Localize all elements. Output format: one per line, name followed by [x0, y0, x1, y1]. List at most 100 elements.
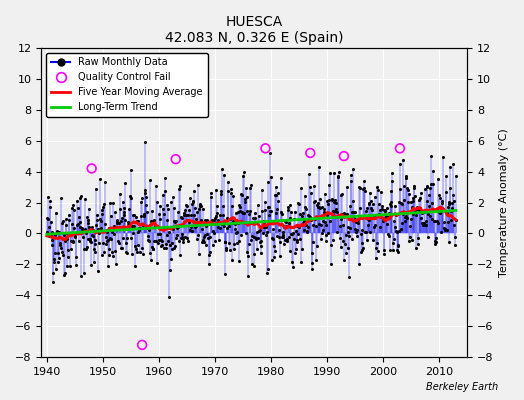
Point — [323, 212, 331, 218]
Point — [424, 211, 433, 218]
Point — [68, 202, 77, 208]
Point — [280, 224, 289, 230]
Point — [364, 200, 373, 207]
Point — [250, 251, 259, 258]
Point — [234, 209, 242, 216]
Point — [184, 206, 193, 213]
Point — [94, 240, 103, 246]
Point — [429, 181, 437, 187]
Point — [416, 205, 424, 211]
Point — [204, 220, 212, 227]
Point — [212, 210, 221, 217]
Point — [52, 228, 61, 235]
Point — [325, 196, 333, 203]
Point — [323, 198, 332, 205]
Point — [418, 210, 426, 216]
Point — [311, 198, 320, 204]
Point — [119, 208, 128, 215]
Point — [441, 227, 450, 234]
Point — [129, 230, 137, 236]
Point — [263, 270, 271, 276]
Point — [320, 208, 328, 215]
Point — [227, 186, 235, 193]
Point — [85, 236, 94, 243]
Point — [437, 207, 445, 213]
Point — [199, 206, 207, 212]
Point — [275, 234, 283, 240]
Point — [155, 211, 163, 218]
Point — [150, 238, 159, 244]
Point — [376, 207, 385, 214]
Point — [356, 248, 365, 255]
Point — [450, 222, 458, 228]
Point — [117, 218, 125, 224]
Point — [397, 226, 406, 232]
Point — [195, 200, 204, 207]
Point — [103, 229, 111, 236]
Point — [232, 210, 241, 216]
Point — [200, 239, 208, 245]
Point — [70, 207, 79, 213]
Point — [222, 244, 231, 251]
Point — [337, 191, 346, 197]
Point — [348, 166, 357, 172]
Point — [163, 217, 172, 223]
Point — [218, 221, 226, 227]
Point — [414, 197, 423, 204]
Point — [229, 217, 237, 224]
Point — [368, 237, 377, 244]
Point — [324, 201, 333, 208]
Point — [205, 248, 214, 255]
Point — [285, 220, 293, 226]
Point — [46, 204, 54, 210]
Point — [266, 208, 274, 214]
Point — [427, 152, 435, 159]
Point — [156, 203, 165, 210]
Point — [354, 220, 363, 226]
Point — [336, 223, 344, 230]
Point — [99, 206, 107, 213]
Point — [115, 220, 123, 226]
Point — [188, 201, 196, 207]
Point — [329, 236, 337, 243]
Point — [352, 219, 361, 225]
Point — [307, 190, 315, 196]
Point — [412, 206, 421, 213]
Point — [326, 218, 334, 224]
Point — [364, 222, 372, 228]
Point — [138, 245, 146, 252]
Point — [320, 206, 329, 213]
Point — [165, 229, 173, 236]
Point — [161, 245, 170, 252]
Point — [73, 221, 82, 227]
Point — [155, 237, 163, 244]
Point — [300, 220, 309, 226]
Point — [220, 223, 228, 230]
Point — [84, 236, 92, 242]
Point — [362, 208, 370, 214]
Point — [381, 207, 389, 214]
Point — [255, 228, 264, 235]
Point — [322, 232, 331, 238]
Point — [319, 226, 328, 233]
Point — [306, 214, 314, 220]
Point — [346, 202, 355, 209]
Point — [246, 185, 254, 192]
Point — [312, 223, 320, 230]
Point — [309, 222, 318, 229]
Point — [282, 238, 291, 244]
Point — [243, 194, 251, 200]
Point — [303, 228, 311, 235]
Point — [82, 244, 91, 250]
Point — [90, 246, 99, 252]
Point — [230, 240, 238, 247]
Point — [438, 199, 446, 206]
Point — [237, 191, 246, 197]
Point — [299, 227, 308, 234]
Point — [117, 244, 126, 251]
Point — [158, 242, 167, 248]
Point — [91, 237, 100, 244]
Point — [106, 200, 114, 206]
Point — [220, 172, 228, 178]
Point — [47, 232, 55, 239]
